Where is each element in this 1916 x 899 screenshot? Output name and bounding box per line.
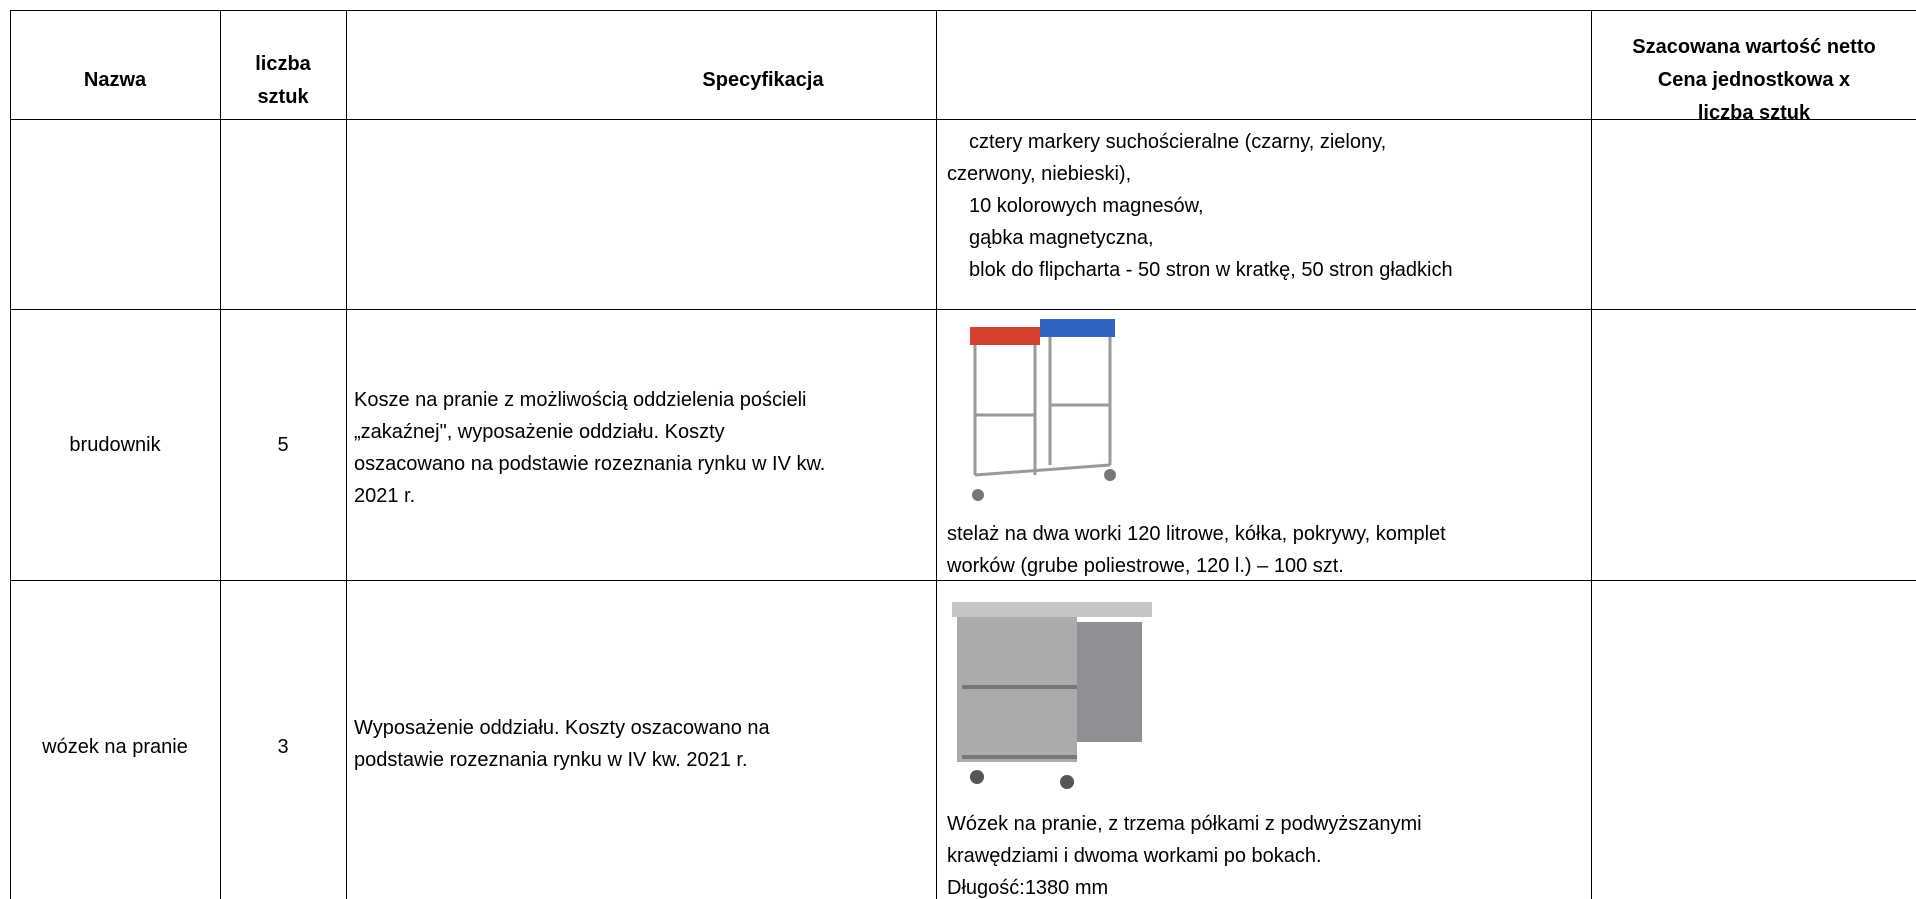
border — [936, 10, 937, 899]
border — [10, 10, 1916, 11]
description-line: oszacowano na podstawie rozeznania rynku… — [354, 453, 826, 475]
border — [10, 309, 1916, 310]
qty-cell: 5 — [277, 434, 289, 456]
description-line: „zakaźnej", wyposażenie oddziału. Koszty — [354, 421, 725, 443]
spec-line: stelaż na dwa worki 120 litrowe, kółka, … — [947, 523, 1446, 545]
spec-line: 10 kolorowych magnesów, — [969, 195, 1204, 217]
spec-line: Długość:1380 mm — [947, 877, 1109, 899]
description-line: podstawie rozeznania rynku w IV kw. 2021… — [354, 749, 748, 771]
header-cell: Cena jednostkowa x — [1657, 69, 1851, 91]
qty-cell: 3 — [277, 736, 289, 758]
name-cell: wózek na pranie — [42, 736, 188, 758]
header-cell: Nazwa — [83, 69, 147, 91]
spec-line: blok do flipcharta - 50 stron w kratkę, … — [969, 259, 1453, 281]
description-line: Wyposażenie oddziału. Koszty oszacowano … — [354, 717, 770, 739]
laundry-cart-image — [952, 602, 1152, 789]
border — [10, 10, 11, 899]
spec-line: czerwony, niebieski), — [947, 163, 1132, 185]
header-cell: Szacowana wartość netto — [1632, 36, 1876, 58]
spec-line: krawędziami i dwoma workami po bokach. — [947, 845, 1322, 867]
spec-line: worków (grube poliestrowe, 120 l.) – 100… — [947, 555, 1344, 577]
border — [1591, 10, 1592, 899]
name-cell: brudownik — [69, 434, 161, 456]
header-cell: liczba sztuk — [1697, 102, 1811, 124]
spec-line: Wózek na pranie, z trzema półkami z podw… — [947, 813, 1422, 835]
border — [220, 10, 221, 899]
border — [346, 10, 347, 899]
description-line: 2021 r. — [354, 485, 416, 507]
border — [10, 119, 1916, 120]
spec-line: gąbka magnetyczna, — [969, 227, 1154, 249]
border — [10, 580, 1916, 581]
header-cell: sztuk — [257, 86, 309, 108]
description-line: Kosze na pranie z możliwością oddzieleni… — [354, 389, 807, 411]
header-cell: Specyfikacja — [702, 69, 824, 91]
header-cell: liczba — [255, 53, 311, 75]
spec-line: cztery markery suchościeralne (czarny, z… — [969, 131, 1387, 153]
laundry-bin-image — [970, 319, 1116, 501]
